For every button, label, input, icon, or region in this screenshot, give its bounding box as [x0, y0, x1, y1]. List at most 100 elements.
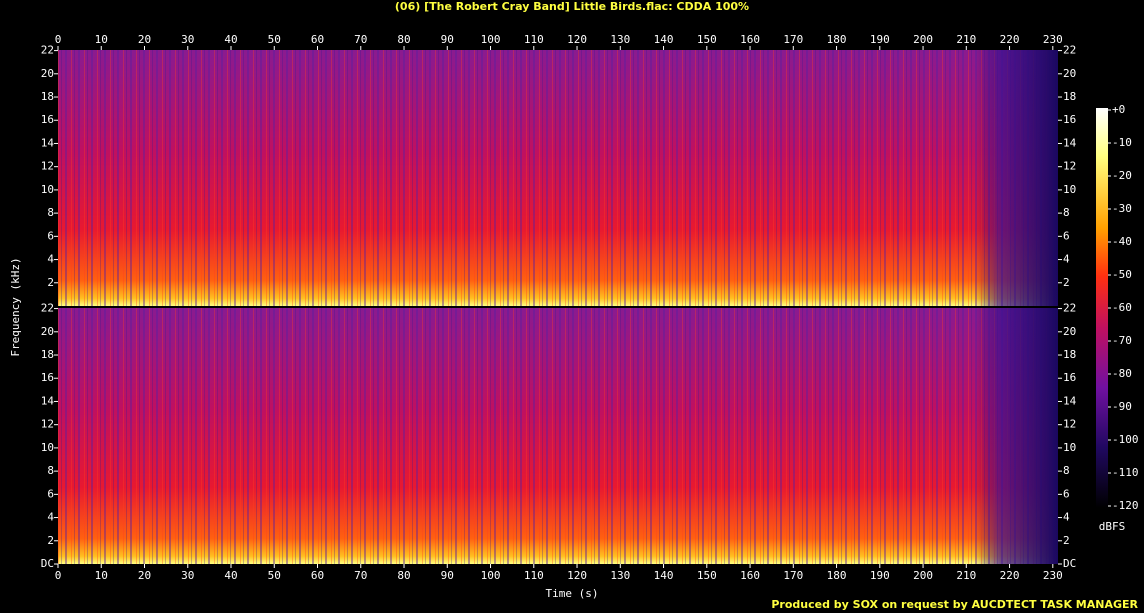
x-tick-label: 110 [524, 33, 544, 46]
y-tick-label: 4 [47, 511, 54, 524]
x-tick-label: 180 [827, 33, 847, 46]
y-tick-label: 14 [41, 394, 55, 407]
y-tick-label: 14 [1063, 394, 1077, 407]
y-tick-label: 10 [41, 183, 54, 196]
x-tick-label: 50 [268, 569, 281, 582]
y-tick-label: 18 [41, 348, 54, 361]
x-tick-label: 150 [697, 569, 717, 582]
colorbar-tick-label: -20 [1112, 169, 1132, 182]
x-tick-label: 90 [441, 569, 454, 582]
y-tick-label: 18 [41, 90, 54, 103]
x-tick-label: 20 [138, 569, 151, 582]
colorbar-tick-label: -10 [1112, 136, 1132, 149]
y-tick-label: 8 [1063, 206, 1070, 219]
x-tick-label: 170 [783, 33, 803, 46]
x-tick-label: 160 [740, 33, 760, 46]
y-tick-label: 6 [47, 487, 54, 500]
y-tick-label: 20 [41, 67, 54, 80]
y-tick-label: 12 [1063, 160, 1076, 173]
x-tick-label: 100 [481, 33, 501, 46]
y-tick-label: 8 [1063, 464, 1070, 477]
y-tick-label: 16 [1063, 113, 1076, 126]
y-tick-label: 10 [41, 441, 54, 454]
colorbar-tick-label: -50 [1112, 268, 1132, 281]
x-tick-label: 50 [268, 33, 281, 46]
y-tick-label: 18 [1063, 348, 1076, 361]
x-tick-label: 60 [311, 569, 324, 582]
x-tick-label: 220 [1000, 33, 1020, 46]
x-axis-label: Time (s) [546, 587, 599, 600]
y-tick-label: DC [1063, 557, 1076, 570]
y-tick-label: 16 [1063, 371, 1076, 384]
y-tick-label: DC [41, 557, 54, 570]
colorbar-tick-label: -120 [1112, 499, 1139, 512]
y-tick-label: 20 [1063, 67, 1076, 80]
x-tick-label: 90 [441, 33, 454, 46]
x-tick-label: 10 [95, 569, 108, 582]
x-tick-label: 150 [697, 33, 717, 46]
y-tick-label: 6 [47, 229, 54, 242]
x-tick-label: 80 [397, 569, 410, 582]
y-tick-label: 2 [47, 534, 54, 547]
x-tick-label: 220 [1000, 569, 1020, 582]
x-tick-label: 40 [224, 33, 237, 46]
y-tick-label: 2 [1063, 534, 1070, 547]
colorbar-tick-label: -80 [1112, 367, 1132, 380]
y-tick-label: 16 [41, 371, 54, 384]
y-tick-label: 22 [1063, 44, 1076, 57]
x-tick-label: 30 [181, 569, 194, 582]
x-tick-label: 40 [224, 569, 237, 582]
x-tick-label: 0 [55, 569, 62, 582]
x-tick-label: 130 [610, 33, 630, 46]
x-tick-label: 0 [55, 33, 62, 46]
y-tick-label: 18 [1063, 90, 1076, 103]
y-tick-label: 16 [41, 113, 54, 126]
y-tick-label: 22 [41, 302, 54, 315]
y-tick-label: 6 [1063, 229, 1070, 242]
x-tick-label: 230 [1043, 33, 1063, 46]
y-tick-label: 14 [1063, 136, 1077, 149]
chart-title: (06) [The Robert Cray Band] Little Birds… [395, 0, 749, 13]
colorbar-tick-label: -100 [1112, 433, 1139, 446]
colorbar-tick-label: +0 [1112, 103, 1125, 116]
x-tick-label: 210 [956, 33, 976, 46]
x-tick-label: 20 [138, 33, 151, 46]
x-tick-label: 30 [181, 33, 194, 46]
x-tick-label: 140 [654, 33, 674, 46]
colorbar-tick-label: -60 [1112, 301, 1132, 314]
y-tick-label: 22 [1063, 302, 1076, 315]
x-tick-label: 140 [654, 569, 674, 582]
x-tick-label: 200 [913, 569, 933, 582]
footer: Produced by SOX on request by AUCDTECT T… [771, 598, 1138, 611]
y-tick-label: 4 [47, 253, 54, 266]
colorbar-tick-label: -110 [1112, 466, 1139, 479]
x-tick-label: 190 [870, 33, 890, 46]
x-tick-label: 60 [311, 33, 324, 46]
y-tick-label: 2 [47, 276, 54, 289]
colorbar [1096, 108, 1108, 508]
spectrogram-top [58, 50, 1058, 306]
x-tick-label: 180 [827, 569, 847, 582]
colorbar-tick-label: -40 [1112, 235, 1132, 248]
x-tick-label: 230 [1043, 569, 1063, 582]
spectrogram-bottom [58, 308, 1058, 564]
y-tick-label: 22 [41, 44, 54, 57]
y-tick-label: 20 [1063, 325, 1076, 338]
x-tick-label: 120 [567, 33, 587, 46]
y-tick-label: 2 [1063, 276, 1070, 289]
x-tick-label: 70 [354, 33, 367, 46]
x-tick-label: 160 [740, 569, 760, 582]
colorbar-tick-label: -90 [1112, 400, 1132, 413]
colorbar-label: dBFS [1099, 520, 1126, 533]
x-tick-label: 210 [956, 569, 976, 582]
y-tick-label: 4 [1063, 253, 1070, 266]
y-tick-label: 6 [1063, 487, 1070, 500]
y-tick-label: 8 [47, 206, 54, 219]
x-tick-label: 120 [567, 569, 587, 582]
x-tick-label: 80 [397, 33, 410, 46]
x-tick-label: 170 [783, 569, 803, 582]
y-tick-label: 14 [41, 136, 55, 149]
y-tick-label: 12 [1063, 418, 1076, 431]
x-tick-label: 130 [610, 569, 630, 582]
